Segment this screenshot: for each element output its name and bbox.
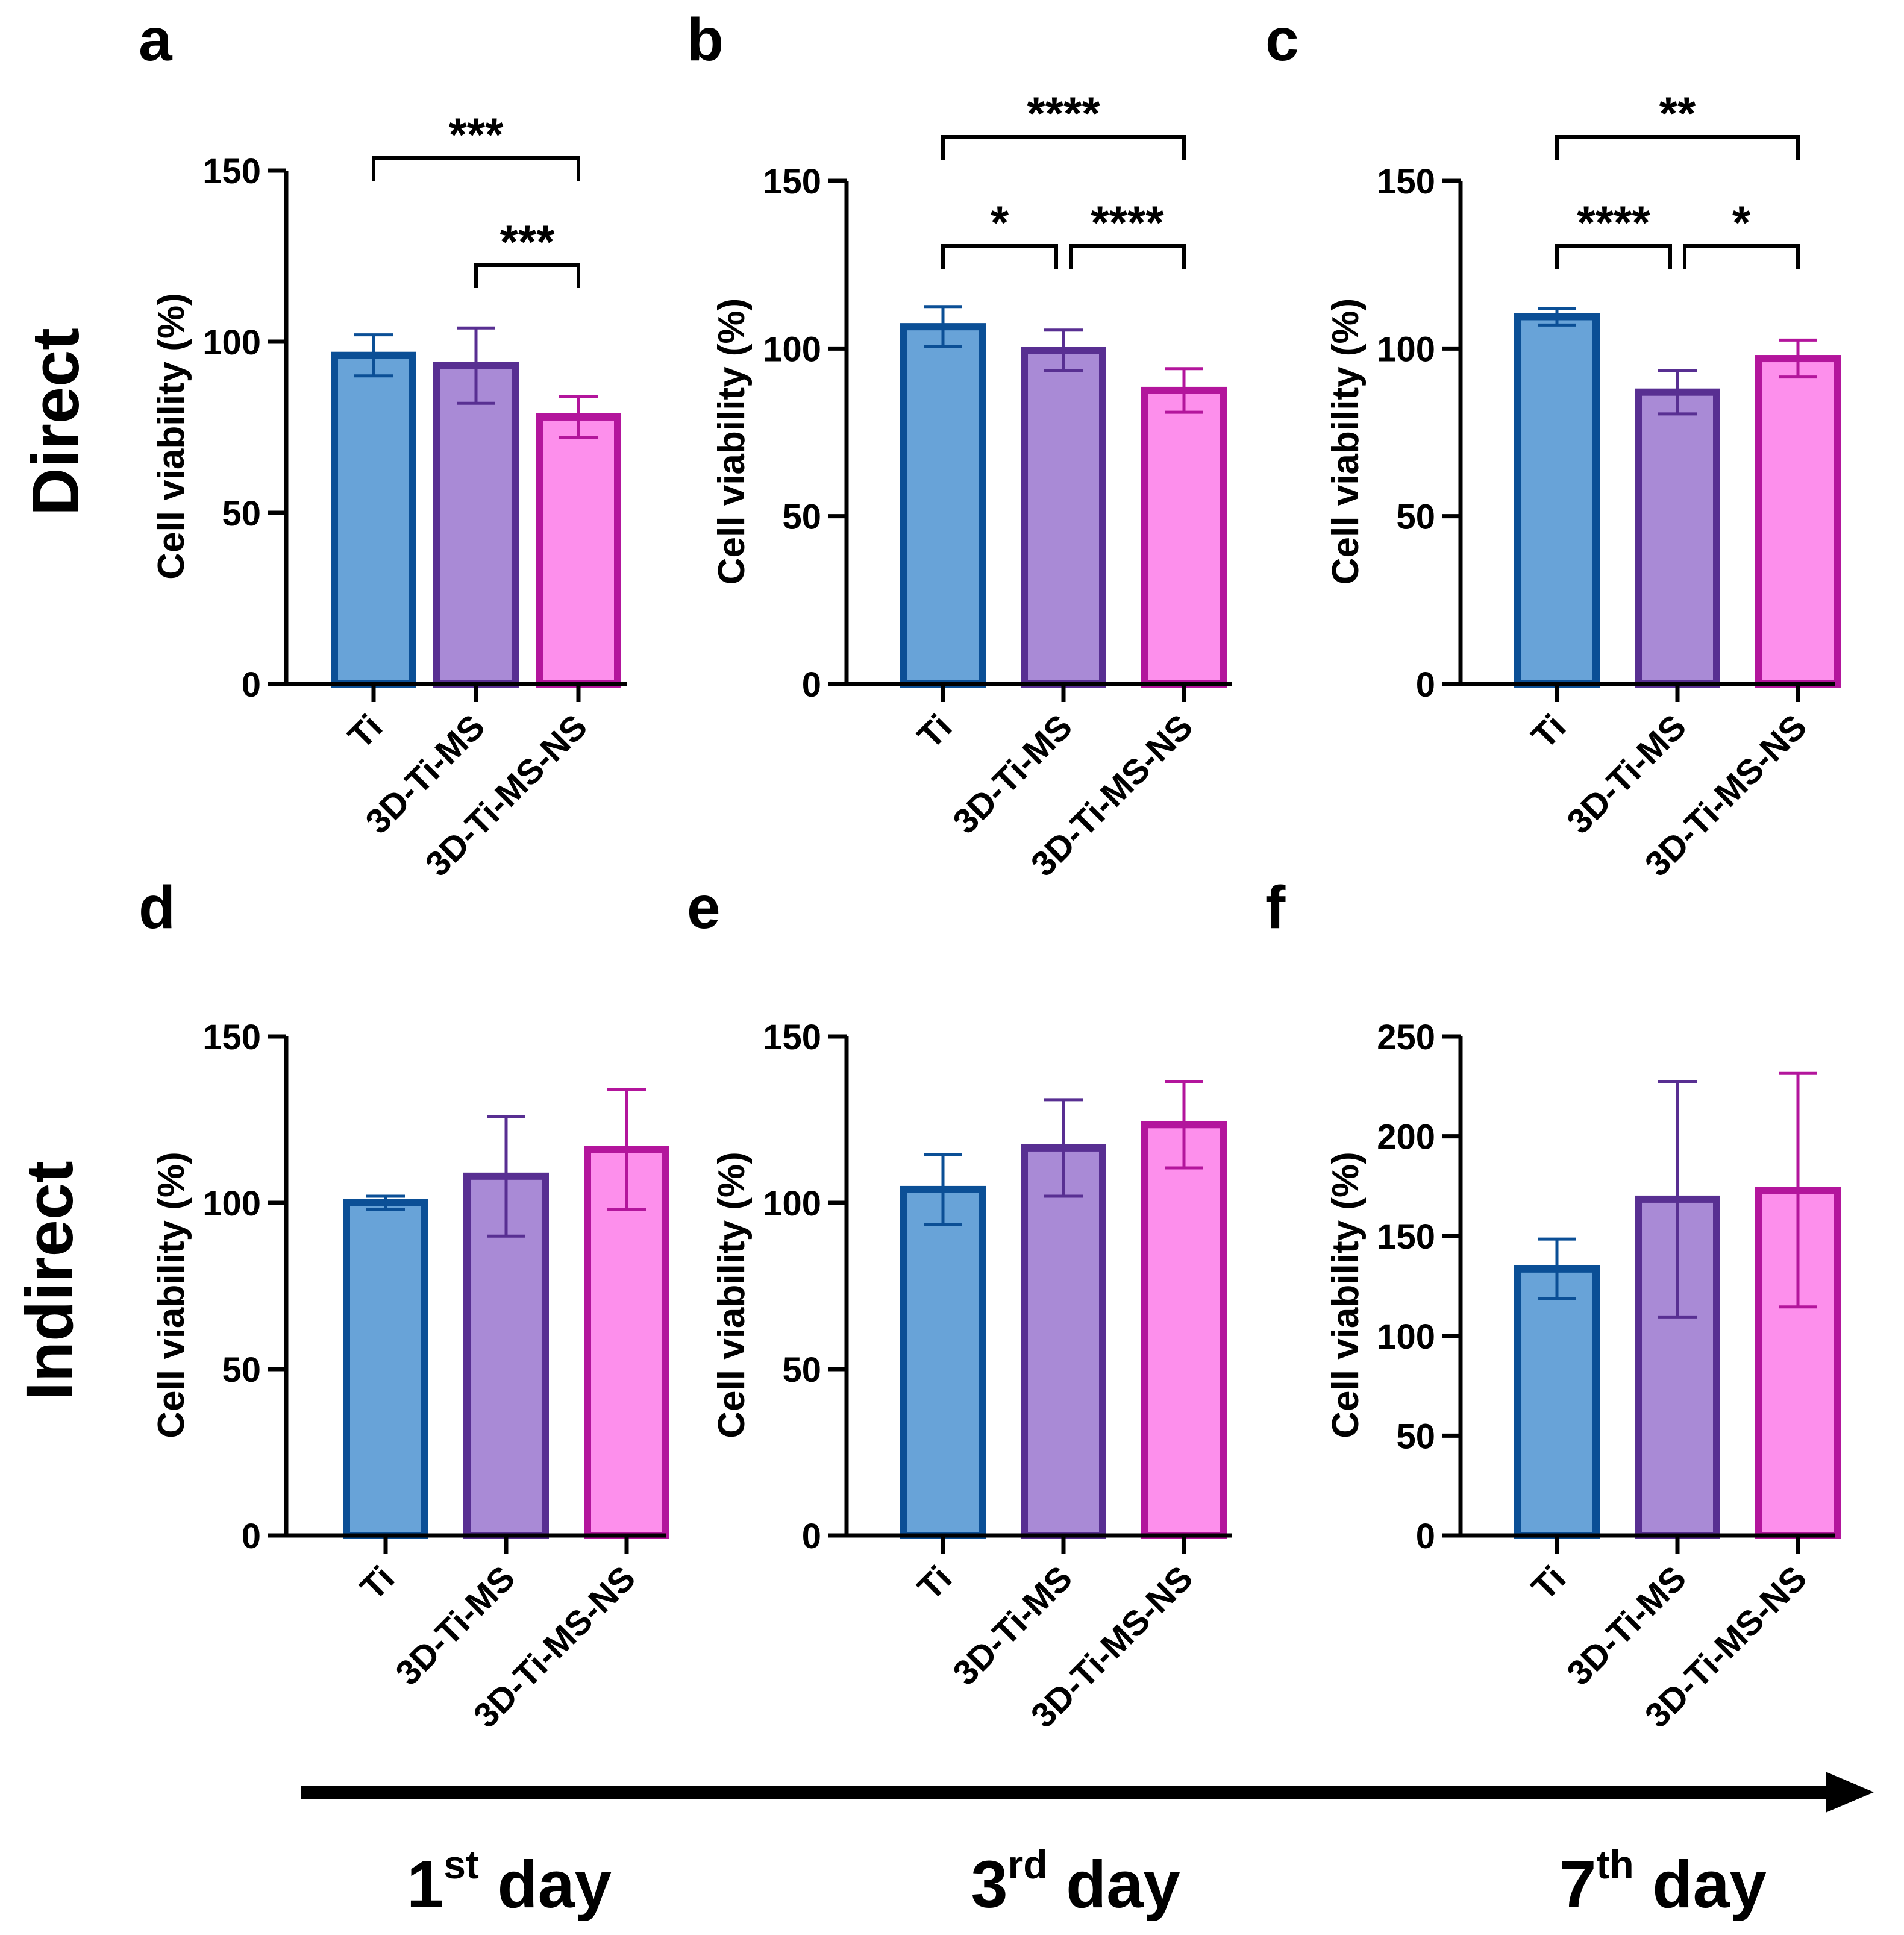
significance-bracket: * <box>1683 196 1800 269</box>
bar-3d-ti-ms-ns <box>1141 386 1227 688</box>
significance-stars: *** <box>499 215 555 268</box>
bracket-line <box>372 156 580 181</box>
bar-3d-ti-ms <box>1021 347 1106 688</box>
panel-letter: a <box>139 6 173 74</box>
y-tick-label: 50 <box>222 494 261 533</box>
bracket-line <box>1069 244 1186 269</box>
x-tick-label: Ti <box>1524 1558 1574 1608</box>
significance-bracket: *** <box>372 108 580 181</box>
y-axis-label: Cell viability (%) <box>1325 1152 1367 1438</box>
timeline-label-day7: 7th day <box>1559 1842 1767 1922</box>
bracket-line <box>474 263 580 288</box>
bar-3d-ti-ms <box>433 362 519 688</box>
y-tick-label: 150 <box>763 1018 821 1057</box>
y-tick-label: 50 <box>782 498 821 537</box>
bar-ti <box>331 351 416 688</box>
bracket-line <box>1555 244 1672 269</box>
significance-stars: **** <box>1027 87 1100 140</box>
bar-3d-ti-ms-ns <box>1141 1121 1227 1539</box>
significance-bracket: *** <box>474 215 580 288</box>
bracket-line <box>1683 244 1800 269</box>
bar-ti <box>1514 313 1600 688</box>
y-tick-label: 0 <box>802 665 821 704</box>
bar-ti <box>900 323 986 688</box>
significance-bracket: **** <box>1069 196 1186 269</box>
time-arrow <box>301 1772 1874 1813</box>
x-tick-label: Ti <box>1524 707 1574 756</box>
y-tick-label: 150 <box>202 152 261 191</box>
panel-letter: f <box>1265 874 1286 941</box>
significance-bracket: ** <box>1555 87 1800 160</box>
y-tick-label: 150 <box>763 162 821 201</box>
y-axis-label: Cell viability (%) <box>151 1152 192 1438</box>
y-tick-label: 50 <box>782 1350 821 1390</box>
y-tick-label: 0 <box>1416 665 1435 704</box>
y-tick-label: 50 <box>1396 1417 1435 1456</box>
row-label-direct: Direct <box>19 328 93 516</box>
significance-stars: * <box>1732 196 1751 249</box>
x-tick-label: Ti <box>910 1558 960 1608</box>
panel-letter: d <box>139 874 175 941</box>
row-label-indirect: Indirect <box>13 1161 87 1400</box>
bar-3d-ti-ms-ns <box>536 413 621 688</box>
y-tick-label: 0 <box>242 1517 261 1556</box>
bar-3d-ti-ms <box>1635 388 1720 688</box>
y-tick-label: 0 <box>242 665 261 704</box>
panel-letter: c <box>1265 6 1299 74</box>
significance-stars: **** <box>1577 196 1650 249</box>
significance-bracket: * <box>941 196 1058 269</box>
bar-3d-ti-ms <box>1021 1144 1106 1540</box>
y-axis-label: Cell viability (%) <box>151 293 192 579</box>
y-tick-label: 150 <box>1377 1217 1435 1256</box>
bracket-line <box>941 135 1186 160</box>
y-tick-label: 100 <box>1377 330 1435 369</box>
y-tick-label: 150 <box>1377 162 1435 201</box>
x-tick-label: Ti <box>910 707 960 756</box>
y-tick-label: 150 <box>202 1018 261 1057</box>
y-axis-label: Cell viability (%) <box>711 298 753 585</box>
significance-stars: *** <box>448 108 504 161</box>
y-axis-label: Cell viability (%) <box>711 1152 753 1438</box>
y-tick-label: 100 <box>763 330 821 369</box>
y-tick-label: 250 <box>1377 1018 1435 1057</box>
x-tick-label: Ti <box>353 1558 402 1608</box>
bar-ti <box>343 1199 428 1539</box>
bar-ti <box>900 1185 986 1540</box>
panel-letter: e <box>687 874 721 941</box>
bar-ti <box>1514 1265 1600 1539</box>
y-tick-label: 100 <box>1377 1317 1435 1356</box>
significance-stars: * <box>991 196 1009 249</box>
y-tick-label: 50 <box>1396 498 1435 537</box>
timeline-label-day1: 1st day <box>407 1842 612 1922</box>
bracket-line <box>1555 135 1800 160</box>
bar-3d-ti-ms-ns <box>1755 355 1841 688</box>
significance-bracket: **** <box>941 87 1186 160</box>
significance-bracket: **** <box>1555 196 1672 269</box>
y-tick-label: 50 <box>222 1350 261 1390</box>
panel-letter: b <box>687 6 724 74</box>
time-arrow-head <box>1826 1772 1874 1813</box>
significance-stars: ** <box>1659 87 1696 140</box>
y-tick-label: 100 <box>202 1184 261 1223</box>
x-tick-label: Ti <box>341 707 390 756</box>
significance-stars: **** <box>1091 196 1164 249</box>
y-tick-label: 100 <box>763 1184 821 1223</box>
y-tick-label: 200 <box>1377 1118 1435 1157</box>
bracket-line <box>941 244 1058 269</box>
time-arrow-shaft <box>301 1786 1844 1799</box>
timeline-label-day3: 3rd day <box>971 1842 1180 1922</box>
y-tick-label: 0 <box>1416 1517 1435 1556</box>
y-tick-label: 100 <box>202 323 261 362</box>
y-axis-label: Cell viability (%) <box>1325 298 1367 585</box>
bar-3d-ti-ms-ns <box>584 1146 669 1540</box>
y-tick-label: 0 <box>802 1517 821 1556</box>
